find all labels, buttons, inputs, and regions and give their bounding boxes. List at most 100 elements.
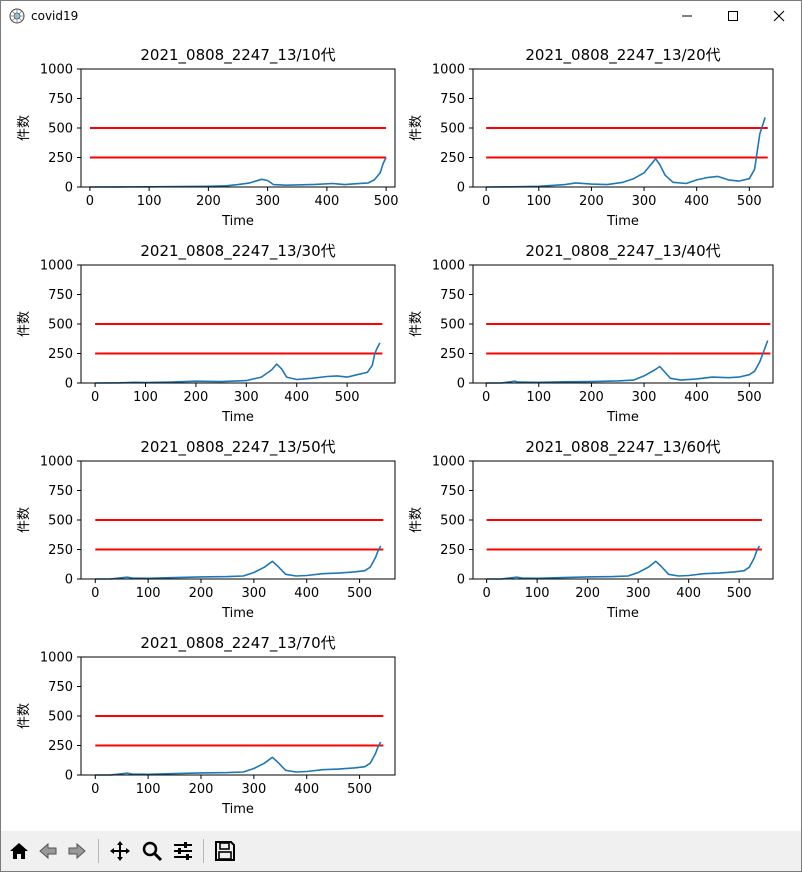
- y-tick-label: 750: [48, 92, 73, 107]
- x-tick-label: 100: [526, 194, 551, 209]
- app-icon: [9, 8, 25, 24]
- x-tick-label: 300: [234, 390, 259, 405]
- maximize-button[interactable]: [710, 1, 756, 31]
- sliders-icon: [174, 842, 192, 860]
- navigation-toolbar: [1, 831, 801, 871]
- zoom-button[interactable]: [139, 838, 165, 864]
- data-series-line: [89, 157, 387, 188]
- y-axis-label: 件数: [17, 115, 32, 141]
- x-tick-label: 200: [196, 194, 221, 209]
- y-tick-label: 1000: [40, 651, 73, 666]
- forward-button[interactable]: [64, 838, 90, 864]
- y-tick-label: 500: [48, 122, 73, 137]
- move-icon: [110, 841, 130, 861]
- x-axis-label: Time: [606, 606, 639, 621]
- configure-subplots-button[interactable]: [170, 838, 196, 864]
- x-tick-label: 0: [482, 390, 490, 405]
- x-tick-label: 200: [579, 390, 604, 405]
- y-tick-label: 250: [48, 739, 73, 754]
- y-tick-label: 1000: [40, 63, 73, 78]
- y-tick-label: 250: [440, 347, 465, 362]
- x-tick-label: 500: [335, 390, 360, 405]
- floppy-disk-icon: [215, 841, 235, 861]
- data-series-line: [95, 342, 381, 384]
- home-button[interactable]: [6, 838, 32, 864]
- y-tick-label: 500: [48, 514, 73, 529]
- subplot-title: 2021_0808_2247_13/20代: [525, 46, 720, 65]
- y-tick-label: 250: [48, 543, 73, 558]
- minimize-button[interactable]: [664, 1, 710, 31]
- window-title: covid19: [31, 9, 79, 23]
- y-tick-label: 1000: [432, 259, 465, 274]
- y-tick-label: 1000: [432, 455, 465, 470]
- y-tick-label: 1000: [40, 259, 73, 274]
- y-axis-label: 件数: [409, 115, 424, 141]
- x-tick-label: 300: [626, 586, 651, 601]
- x-tick-label: 200: [575, 586, 600, 601]
- subplot-title: 2021_0808_2247_13/50代: [140, 438, 335, 457]
- magnifier-icon: [142, 841, 163, 862]
- data-series-line: [95, 545, 382, 580]
- subplot-title: 2021_0808_2247_13/70代: [140, 634, 335, 653]
- x-tick-label: 0: [91, 390, 99, 405]
- data-series-line: [486, 117, 766, 188]
- subplot-title: 2021_0808_2247_13/60代: [525, 438, 720, 457]
- y-tick-label: 250: [440, 151, 465, 166]
- x-tick-label: 500: [727, 586, 752, 601]
- save-button[interactable]: [212, 838, 238, 864]
- y-tick-label: 750: [440, 288, 465, 303]
- close-button[interactable]: [756, 1, 801, 31]
- y-tick-label: 500: [440, 122, 465, 137]
- x-tick-label: 400: [294, 782, 319, 797]
- x-tick-label: 100: [136, 586, 161, 601]
- subplot-3: 2021_0808_2247_13/30代 0 100 200 300 400 500 0 25…: [17, 242, 396, 425]
- x-tick-label: 300: [241, 782, 266, 797]
- subplot-title: 2021_0808_2247_13/40代: [525, 242, 720, 261]
- y-tick-label: 750: [440, 92, 465, 107]
- subplot-7: 2021_0808_2247_13/70代 0 100 200 300 400 500 0 25…: [17, 634, 396, 817]
- close-icon: [773, 10, 785, 22]
- y-tick-label: 750: [48, 288, 73, 303]
- x-tick-label: 100: [136, 782, 161, 797]
- y-axis-label: 件数: [409, 311, 424, 337]
- y-axis-label: 件数: [17, 311, 32, 337]
- subplot-6: 2021_0808_2247_13/60代 0 100 200 300 400 500 0 25…: [409, 438, 774, 621]
- y-tick-label: 1000: [40, 455, 73, 470]
- x-tick-label: 0: [91, 586, 99, 601]
- plots-figure[interactable]: 2021_0808_2247_13/10代 0 100 200 300 400 500 0 25…: [1, 31, 801, 831]
- x-axis-label: Time: [221, 410, 254, 425]
- x-tick-label: 100: [137, 194, 162, 209]
- y-tick-label: 250: [48, 151, 73, 166]
- subplot-2: 2021_0808_2247_13/20代 0 100 200 300 400 500 0 25…: [409, 46, 774, 229]
- x-axis-label: Time: [606, 410, 639, 425]
- x-tick-label: 100: [525, 586, 550, 601]
- y-tick-label: 250: [48, 347, 73, 362]
- x-tick-label: 500: [347, 782, 372, 797]
- x-tick-label: 200: [184, 390, 209, 405]
- y-tick-label: 500: [48, 710, 73, 725]
- figure-canvas[interactable]: 2021_0808_2247_13/10代 0 100 200 300 400 500 0 25…: [1, 31, 801, 831]
- data-series-line: [95, 741, 382, 776]
- title-bar[interactable]: covid19: [1, 1, 801, 31]
- x-tick-label: 200: [189, 782, 214, 797]
- data-series-line: [486, 340, 769, 384]
- x-tick-label: 500: [737, 194, 762, 209]
- x-tick-label: 400: [684, 194, 709, 209]
- subplot-5: 2021_0808_2247_13/50代 0 100 200 300 400 500 0 25…: [17, 438, 396, 621]
- minimize-icon: [682, 15, 692, 17]
- x-tick-label: 500: [374, 194, 399, 209]
- back-button[interactable]: [35, 838, 61, 864]
- toolbar-separator: [98, 839, 99, 863]
- x-tick-label: 100: [133, 390, 158, 405]
- subplot-1: 2021_0808_2247_13/10代 0 100 200 300 400 500 0 25…: [17, 46, 399, 229]
- pan-button[interactable]: [107, 838, 133, 864]
- y-tick-label: 0: [457, 377, 465, 392]
- subplot-title: 2021_0808_2247_13/30代: [140, 242, 335, 261]
- y-tick-label: 0: [457, 181, 465, 196]
- y-tick-label: 0: [65, 769, 73, 784]
- x-tick-label: 400: [294, 586, 319, 601]
- y-axis-label: 件数: [17, 703, 32, 729]
- subplot-title: 2021_0808_2247_13/10代: [140, 46, 335, 65]
- x-tick-label: 500: [737, 390, 762, 405]
